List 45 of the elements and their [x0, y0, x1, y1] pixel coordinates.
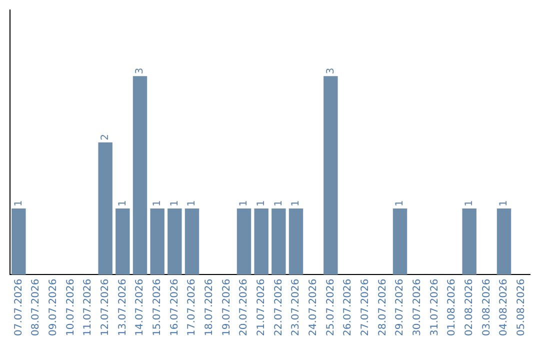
- x-tick-label: 26.07.2026: [342, 278, 354, 336]
- data-label: 1: [273, 200, 284, 207]
- x-tick-label: 08.07.2026: [30, 278, 42, 336]
- x-tick-label: 03.08.2026: [481, 278, 492, 336]
- data-label: 3: [134, 68, 146, 74]
- x-tick-label: 02.08.2026: [464, 278, 475, 336]
- x-tick-label: 29.07.2026: [394, 278, 406, 336]
- data-label: 1: [256, 200, 267, 207]
- data-label: 1: [152, 200, 163, 207]
- x-tick-label: 20.07.2026: [238, 278, 250, 336]
- x-tick-label: 07.07.2026: [13, 278, 24, 336]
- x-tick-label: 27.07.2026: [360, 278, 371, 336]
- x-tick-label: 22.07.2026: [273, 278, 284, 336]
- x-tick-label: 31.07.2026: [429, 278, 440, 336]
- x-tick-label: 13.07.2026: [117, 278, 128, 336]
- data-label: 3: [325, 68, 336, 74]
- data-label: 1: [117, 200, 128, 207]
- data-label: 1: [464, 200, 475, 207]
- data-label: 2: [100, 134, 111, 140]
- x-tick-label: 21.07.2026: [256, 278, 267, 336]
- x-tick-label: 25.07.2026: [325, 278, 336, 336]
- x-tick-label: 10.07.2026: [65, 278, 76, 336]
- data-label: 1: [498, 200, 510, 207]
- x-tick-label: 04.08.2026: [498, 278, 510, 336]
- x-tick-label: 23.07.2026: [290, 278, 302, 336]
- data-label: 1: [186, 200, 198, 207]
- data-label: 1: [290, 200, 302, 207]
- x-tick-label: 24.07.2026: [308, 278, 319, 336]
- x-tick-label: 15.07.2026: [152, 278, 163, 336]
- data-label: 1: [394, 200, 406, 207]
- x-tick-label: 01.08.2026: [446, 278, 458, 336]
- x-tick-label: 11.07.2026: [82, 278, 94, 336]
- x-tick-label: 18.07.2026: [204, 278, 215, 336]
- x-tick-label: 28.07.2026: [377, 278, 388, 336]
- x-tick-label: 16.07.2026: [169, 278, 180, 336]
- data-label: 1: [169, 200, 180, 207]
- x-tick-label: 12.07.2026: [100, 278, 111, 336]
- data-label: 1: [13, 200, 24, 207]
- x-tick-label: 30.07.2026: [412, 278, 423, 336]
- data-label: 1: [238, 200, 250, 207]
- x-tick-label: 09.07.2026: [48, 278, 59, 336]
- x-tick-label: 17.07.2026: [186, 278, 198, 336]
- x-tick-label: 14.07.2026: [134, 278, 146, 336]
- x-tick-label: 19.07.2026: [221, 278, 232, 336]
- x-tick-label: 05.08.2026: [516, 278, 527, 336]
